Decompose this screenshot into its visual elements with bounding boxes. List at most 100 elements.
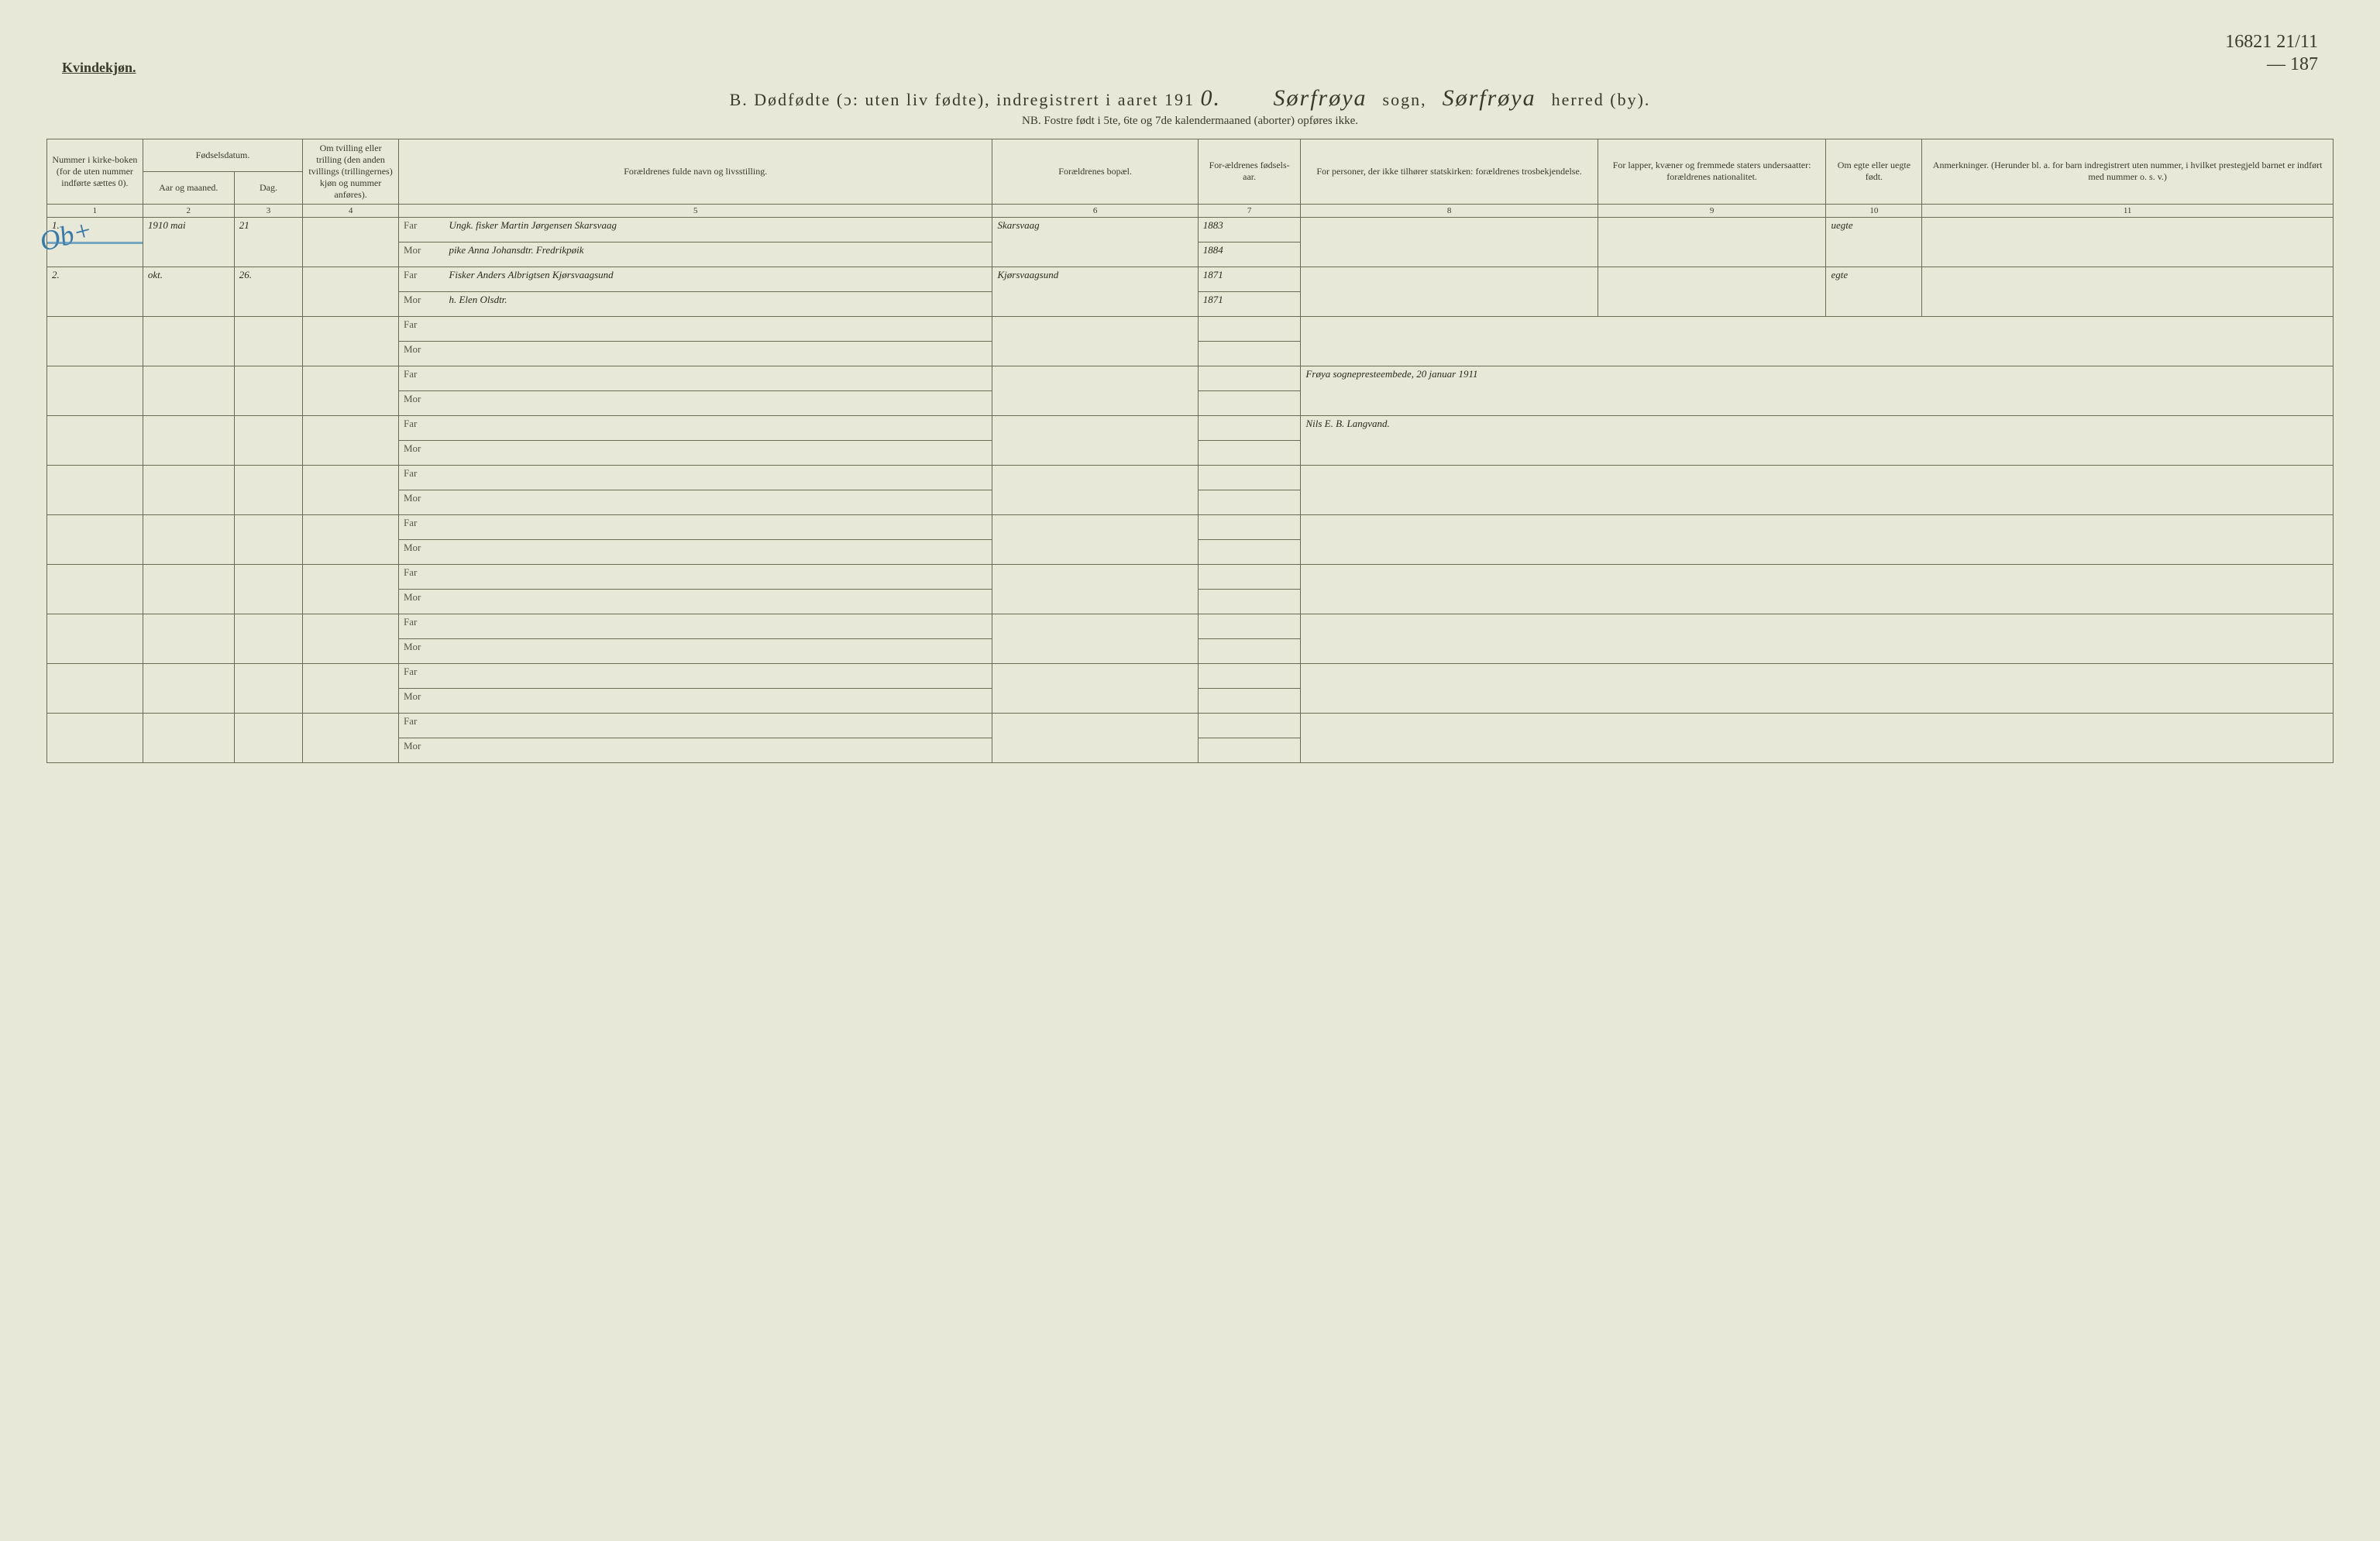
table-row-empty: FarFrøya sognepresteembede, 20 januar 19… [47,366,2334,390]
cell-mor: pike Anna Johansdtr. Fredrikpøik [444,242,992,267]
col-header-9: For lapper, kvæner og fremmede staters u… [1598,139,1826,204]
colnum-7: 7 [1198,204,1301,217]
signature-cell [1301,514,2334,564]
document-page: Kvindekjøn. 16821 21/11 — 187 B. Dødfødt… [31,31,2349,763]
mor-label: Mor [398,390,444,415]
table-row-empty: Far [47,663,2334,688]
cell-egte: egte [1826,267,1922,316]
far-label: Far [398,465,444,490]
mor-label: Mor [398,440,444,465]
far-label: Far [398,713,444,738]
signature-cell [1301,614,2334,663]
col-header-11: Anmerkninger. (Herunder bl. a. for barn … [1922,139,2334,204]
table-body: Ob+1.1910 mai21FarUngk. fisker Martin Jø… [47,217,2334,762]
table-row-empty: Far [47,514,2334,539]
table-row-empty: Far [47,614,2334,638]
cell-tvill [303,267,399,316]
cell-aar-maaned: 1910 mai [143,217,234,267]
col-header-4: Om tvilling eller trilling (den anden tv… [303,139,399,204]
cell-c9 [1598,267,1826,316]
cell-aar-maaned: okt. [143,267,234,316]
sogn-label: sogn, [1383,90,1427,110]
col-header-2c: Dag. [234,171,302,204]
column-number-row: 1 2 3 4 5 6 7 8 9 10 11 [47,204,2334,217]
cell-num: Ob+1. [47,217,143,267]
table-head: Nummer i kirke-boken (for de uten nummer… [47,139,2334,217]
col-header-2a: Fødselsdatum. [143,139,302,171]
mor-label: Mor [398,490,444,514]
mor-label: Mor [398,341,444,366]
mor-label: Mor [398,589,444,614]
mor-label: Mor [398,688,444,713]
cell-anm [1922,217,2334,267]
margin-note: Ob+ [36,212,96,257]
archive-corner-note: 16821 21/11 — 187 [2225,31,2318,76]
far-label: Far [398,614,444,638]
table-row-empty: FarNils E. B. Langvand. [47,415,2334,440]
signature-cell [1301,663,2334,713]
cell-bopel: Skarsvaag [992,217,1198,267]
col-header-2b: Aar og maaned. [143,171,234,204]
table-row-empty: Far [47,316,2334,341]
nb-note: NB. Fostre født i 5te, 6te og 7de kalend… [31,115,2349,139]
colnum-11: 11 [1922,204,2334,217]
cell-num: 2. [47,267,143,316]
title-prefix: B. Dødfødte (ɔ: uten liv fødte), indregi… [730,90,1195,109]
far-label: Far [398,415,444,440]
cell-c9 [1598,217,1826,267]
signature-cell [1301,465,2334,514]
colnum-2: 2 [143,204,234,217]
cell-tvill [303,217,399,267]
gender-heading: Kvindekjøn. [62,60,136,76]
table-row-empty: Far [47,465,2334,490]
colnum-5: 5 [398,204,992,217]
col-header-8: For personer, der ikke tilhører statskir… [1301,139,1598,204]
signature-cell [1301,564,2334,614]
strike-line [47,242,143,244]
colnum-8: 8 [1301,204,1598,217]
mor-label: Mor [398,539,444,564]
signature-cell: Nils E. B. Langvand. [1301,415,2334,465]
far-label: Far [398,217,444,242]
cell-mor: h. Elen Olsdtr. [444,291,992,316]
colnum-4: 4 [303,204,399,217]
col-header-6: Forældrenes bopæl. [992,139,1198,204]
cell-far: Fisker Anders Albrigtsen Kjørsvaagsund [444,267,992,291]
mor-label: Mor [398,738,444,762]
form-title-line: B. Dødfødte (ɔ: uten liv fødte), indregi… [31,82,2349,115]
colnum-1: 1 [47,204,143,217]
cell-mor-aar: 1871 [1198,291,1301,316]
far-label: Far [398,366,444,390]
cell-egte: uegte [1826,217,1922,267]
title-year-suffix: 0. [1201,85,1222,111]
cell-dag: 21 [234,217,302,267]
cell-far-aar: 1883 [1198,217,1301,242]
colnum-9: 9 [1598,204,1826,217]
cell-c8 [1301,267,1598,316]
far-label: Far [398,663,444,688]
table-row-empty: Far [47,564,2334,589]
table-row-empty: Far [47,713,2334,738]
far-label: Far [398,514,444,539]
col-header-5: Forældrenes fulde navn og livsstilling. [398,139,992,204]
herred-label: herred (by). [1552,90,1651,110]
mor-label: Mor [398,638,444,663]
col-header-7: For-ældrenes fødsels-aar. [1198,139,1301,204]
table-row: 2.okt.26.FarFisker Anders Albrigtsen Kjø… [47,267,2334,291]
far-label: Far [398,564,444,589]
far-label: Far [398,316,444,341]
col-header-10: Om egte eller uegte født. [1826,139,1922,204]
register-table: Nummer i kirke-boken (for de uten nummer… [46,139,2334,763]
cell-c8 [1301,217,1598,267]
cell-dag: 26. [234,267,302,316]
cell-far-aar: 1871 [1198,267,1301,291]
signature-cell: Frøya sognepresteembede, 20 januar 1911 [1301,366,2334,415]
header-top: Kvindekjøn. 16821 21/11 — 187 [31,31,2349,82]
colnum-10: 10 [1826,204,1922,217]
mor-label: Mor [398,291,444,316]
cell-bopel: Kjørsvaagsund [992,267,1198,316]
cell-anm [1922,267,2334,316]
signature-cell [1301,713,2334,762]
colnum-6: 6 [992,204,1198,217]
mor-label: Mor [398,242,444,267]
